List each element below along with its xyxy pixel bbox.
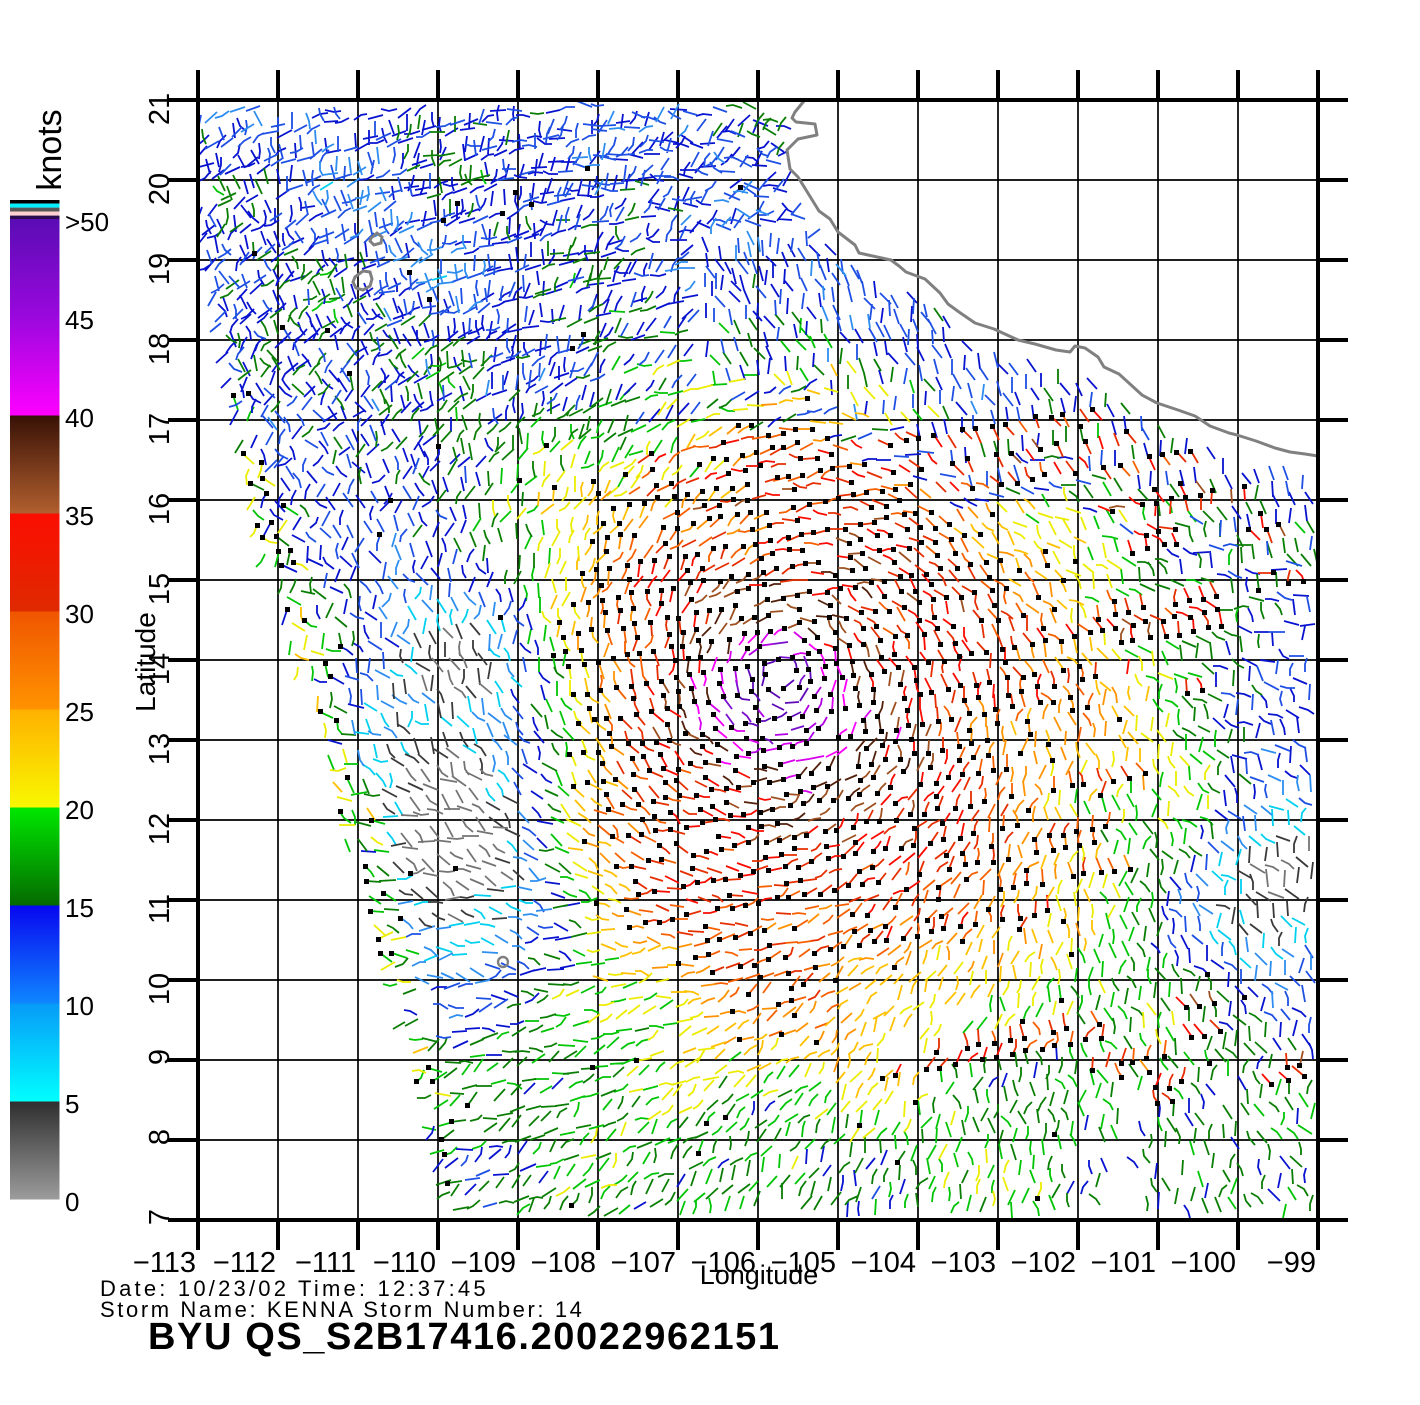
svg-text:19: 19 bbox=[144, 253, 176, 285]
svg-text:15: 15 bbox=[65, 893, 94, 923]
svg-text:−103: −103 bbox=[931, 1247, 996, 1279]
svg-text:13: 13 bbox=[144, 733, 176, 765]
svg-text:14: 14 bbox=[144, 653, 176, 685]
svg-text:BYU QS_S2B17416.20022962151: BYU QS_S2B17416.20022962151 bbox=[148, 1316, 781, 1358]
svg-text:8: 8 bbox=[144, 1129, 176, 1145]
svg-text:15: 15 bbox=[144, 573, 176, 605]
svg-text:12: 12 bbox=[144, 813, 176, 845]
svg-text:20: 20 bbox=[144, 173, 176, 205]
svg-text:35: 35 bbox=[65, 501, 94, 531]
svg-text:7: 7 bbox=[144, 1209, 176, 1225]
svg-text:11: 11 bbox=[144, 894, 176, 924]
svg-text:knots: knots bbox=[31, 109, 69, 190]
svg-text:Latitude: Latitude bbox=[130, 612, 161, 712]
svg-text:−102: −102 bbox=[1011, 1247, 1076, 1279]
svg-text:25: 25 bbox=[65, 697, 94, 727]
svg-text:−113: −113 bbox=[133, 1247, 196, 1279]
svg-text:−106: −106 bbox=[691, 1247, 756, 1279]
svg-text:0: 0 bbox=[65, 1187, 79, 1217]
svg-text:40: 40 bbox=[65, 403, 94, 433]
svg-text:−104: −104 bbox=[851, 1247, 916, 1279]
svg-text:16: 16 bbox=[144, 493, 176, 525]
svg-text:−100: −100 bbox=[1171, 1247, 1236, 1279]
svg-text:45: 45 bbox=[65, 305, 94, 335]
svg-text:−101: −101 bbox=[1091, 1247, 1156, 1279]
svg-text:−99: −99 bbox=[1267, 1247, 1316, 1279]
svg-text:−111: −111 bbox=[295, 1247, 356, 1279]
svg-text:10: 10 bbox=[144, 973, 176, 1005]
svg-text:−109: −109 bbox=[451, 1247, 516, 1279]
svg-text:−112: −112 bbox=[213, 1247, 276, 1279]
svg-text:>50: >50 bbox=[65, 207, 109, 237]
svg-text:−108: −108 bbox=[531, 1247, 596, 1279]
svg-text:10: 10 bbox=[65, 991, 94, 1021]
svg-text:18: 18 bbox=[144, 333, 176, 365]
svg-text:20: 20 bbox=[65, 795, 94, 825]
svg-text:−105: −105 bbox=[771, 1247, 836, 1279]
svg-text:21: 21 bbox=[144, 93, 176, 125]
svg-text:30: 30 bbox=[65, 599, 94, 629]
svg-text:17: 17 bbox=[144, 413, 176, 445]
svg-text:Longitude: Longitude bbox=[700, 1260, 819, 1290]
svg-text:Date: 10/23/02 Time: 12:3: Date: 10/23/02 Time: 12:37:45 bbox=[100, 1276, 489, 1301]
svg-text:Storm Name: KENNA Storm: Storm Name: KENNA Storm Number: 14 bbox=[100, 1297, 585, 1322]
svg-text:−110: −110 bbox=[373, 1247, 436, 1279]
svg-text:−107: −107 bbox=[611, 1247, 676, 1279]
svg-text:9: 9 bbox=[144, 1049, 176, 1065]
svg-text:5: 5 bbox=[65, 1089, 79, 1119]
